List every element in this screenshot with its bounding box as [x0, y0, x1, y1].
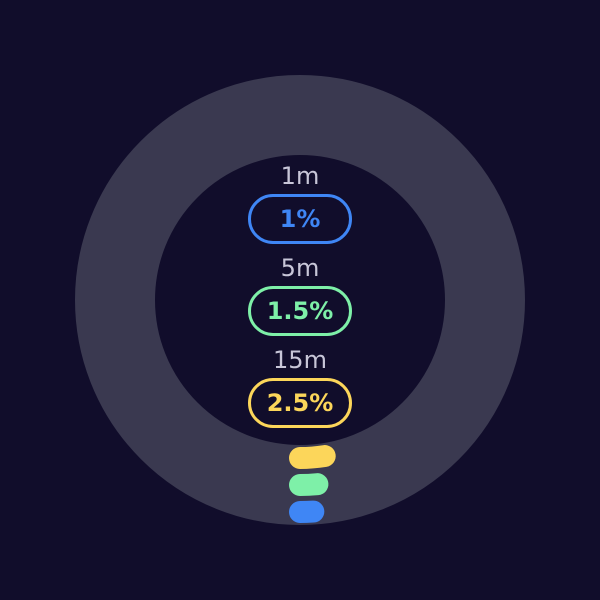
metric-1m-value-badge: 1%: [248, 194, 352, 244]
load-arc-15m: [289, 445, 336, 469]
metric-15m-value: 2.5%: [266, 389, 334, 417]
metrics-panel: 1m 1% 5m 1.5% 15m 2.5%: [200, 158, 400, 434]
load-arc-5m: [289, 473, 329, 496]
metric-5m-value-badge: 1.5%: [248, 286, 352, 336]
metric-1m-value: 1%: [279, 205, 321, 233]
metric-1m: 1m 1%: [248, 158, 352, 244]
metric-15m-label: 15m: [273, 346, 327, 374]
metric-1m-label: 1m: [280, 162, 320, 190]
metric-5m-label: 5m: [280, 254, 320, 282]
metric-5m: 5m 1.5%: [248, 250, 352, 336]
metric-15m: 15m 2.5%: [248, 342, 352, 428]
metric-5m-value: 1.5%: [266, 297, 334, 325]
metric-15m-value-badge: 2.5%: [248, 378, 352, 428]
